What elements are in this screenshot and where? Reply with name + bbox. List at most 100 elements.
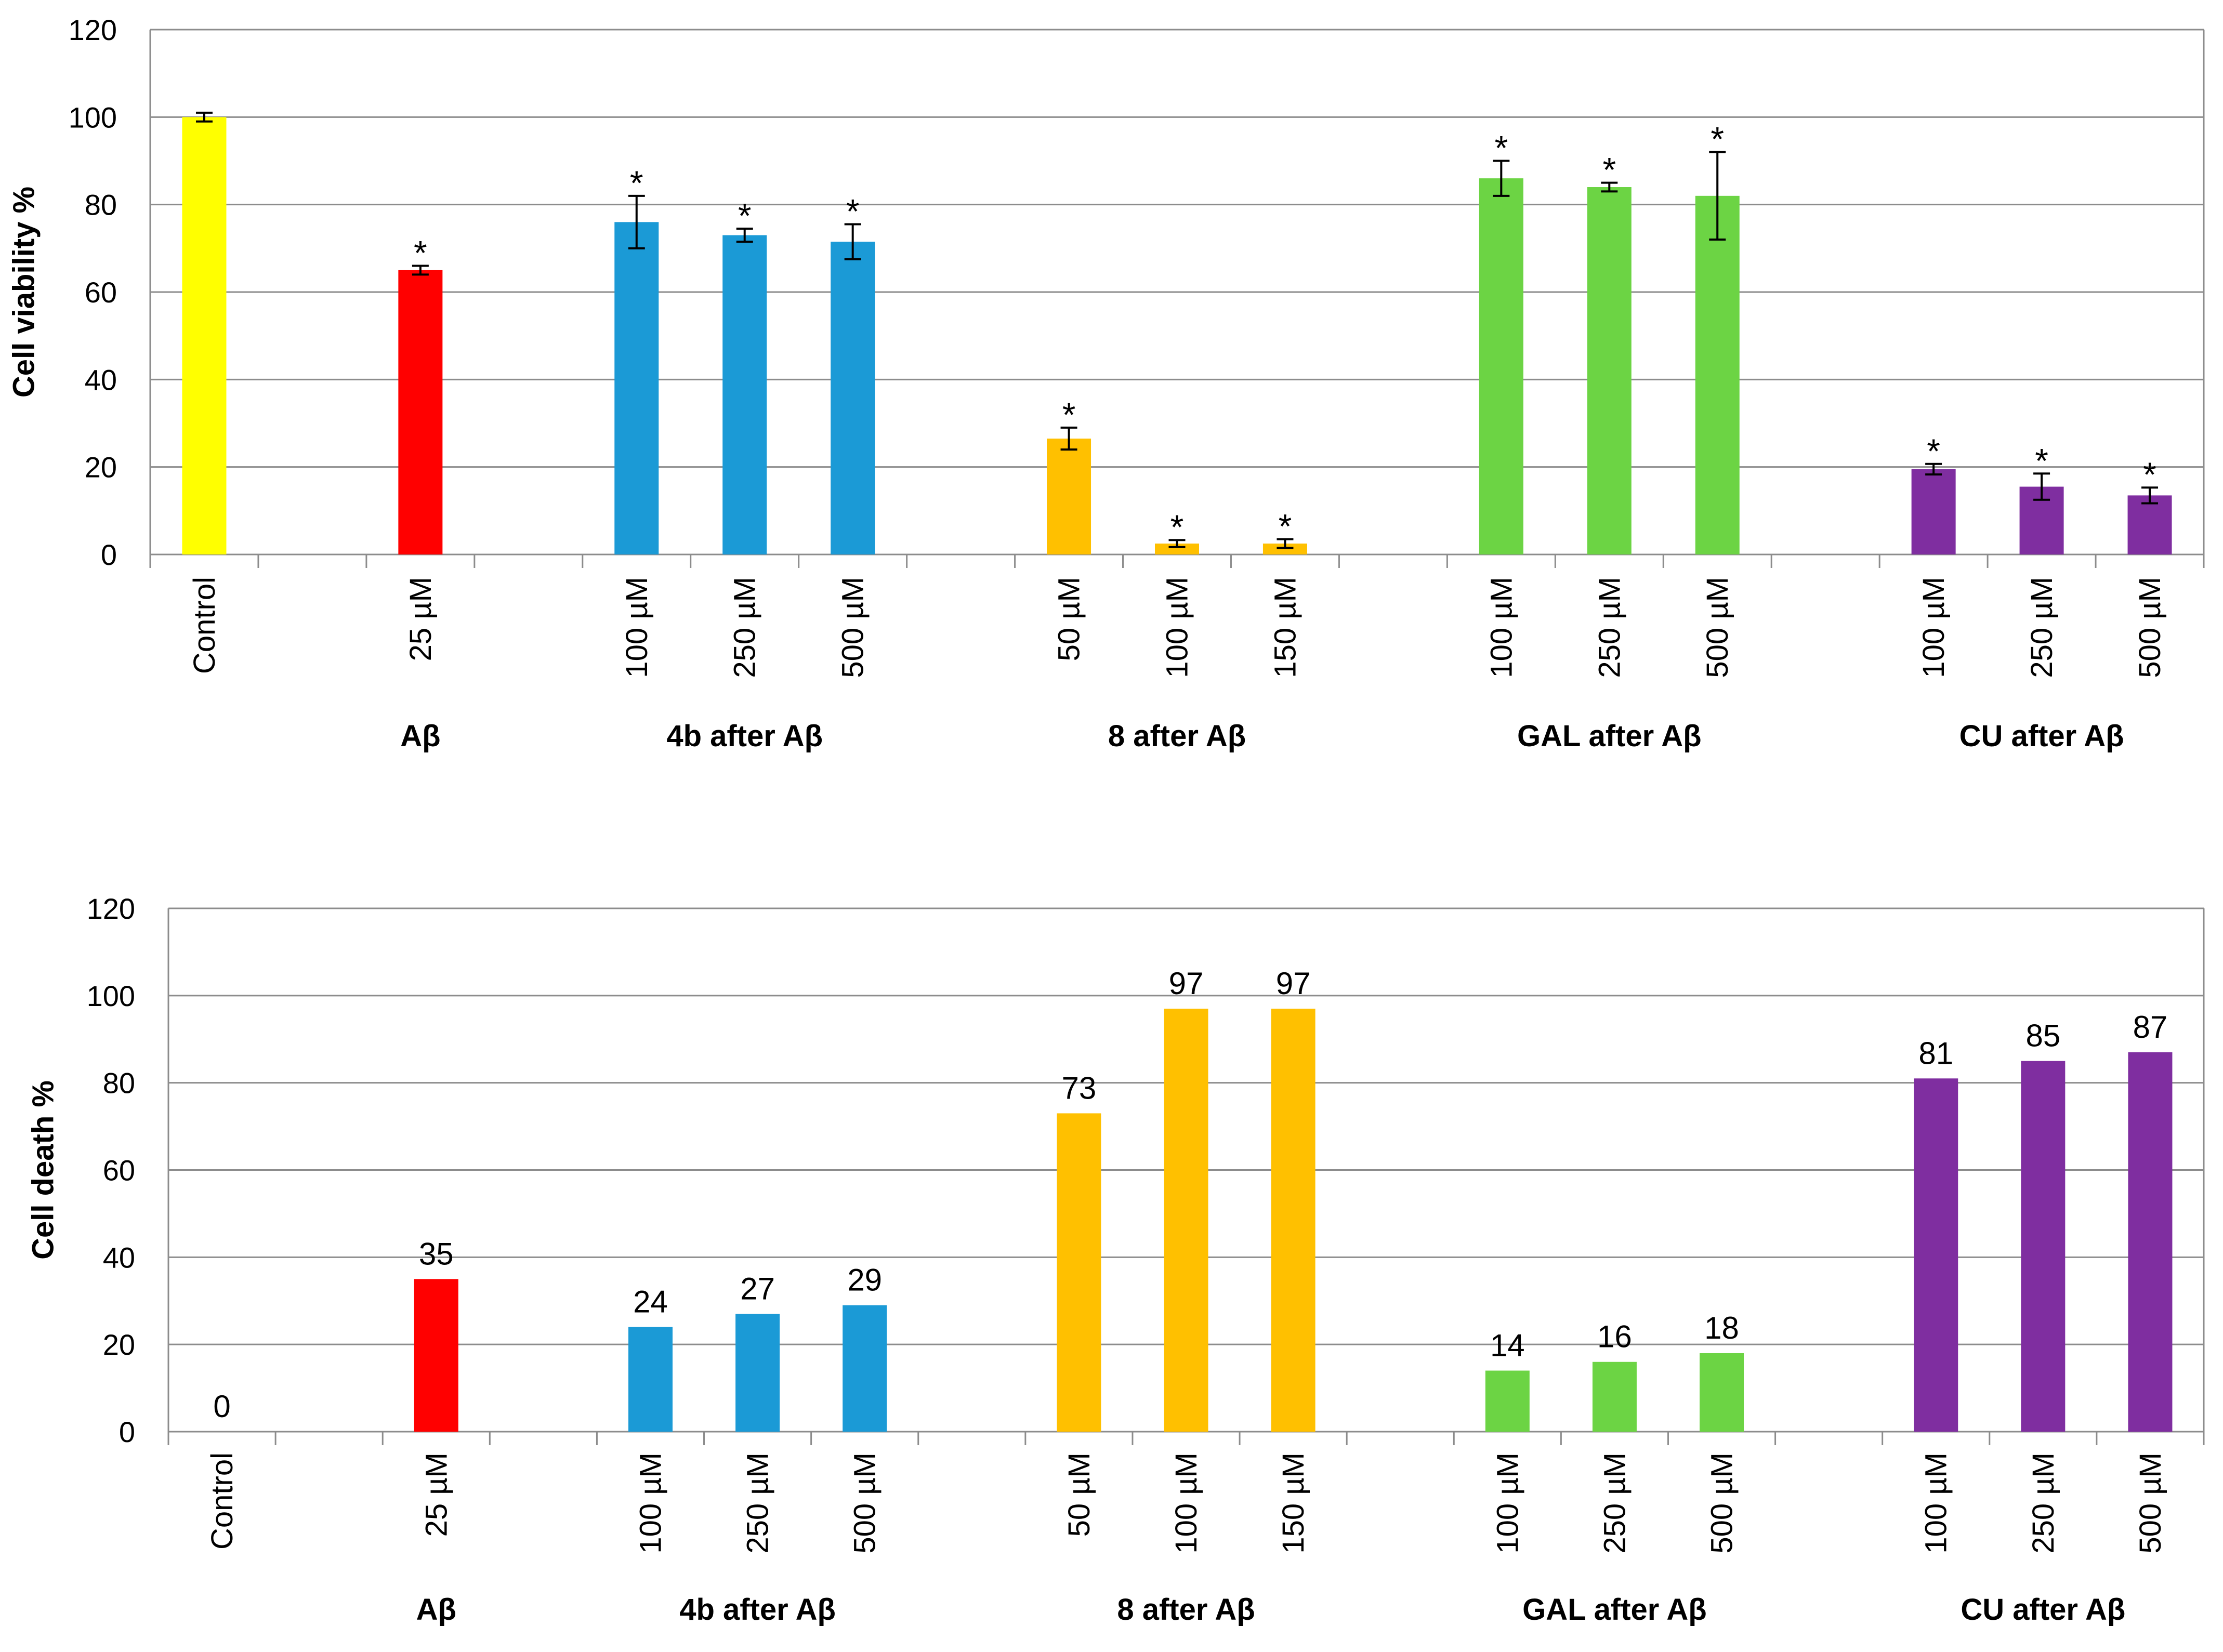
data-label: 97 xyxy=(1276,966,1311,1001)
group-label: Aβ xyxy=(400,719,440,753)
bar xyxy=(414,1279,458,1432)
x-tick-label: Control xyxy=(188,577,221,674)
significance-mark: * xyxy=(1170,508,1184,546)
bar xyxy=(2127,495,2172,554)
bar xyxy=(1155,543,1199,554)
x-tick-label: 250 µM xyxy=(1598,1452,1632,1554)
y-tick-label: 40 xyxy=(103,1241,135,1274)
bar xyxy=(628,1327,673,1432)
x-tick-label: 100 µM xyxy=(1161,577,1194,678)
x-tick-label: 150 µM xyxy=(1277,1452,1310,1554)
y-tick-label: 40 xyxy=(85,363,117,396)
bar xyxy=(1047,438,1091,554)
significance-mark: * xyxy=(2143,455,2156,494)
bar xyxy=(2021,1061,2066,1432)
data-label: 29 xyxy=(847,1263,882,1298)
bar xyxy=(2128,1052,2173,1432)
significance-mark: * xyxy=(630,164,643,202)
x-tick-label: 250 µM xyxy=(2025,577,2059,678)
bar xyxy=(722,235,767,554)
significance-mark: * xyxy=(2035,441,2048,480)
bar xyxy=(1592,1362,1637,1432)
x-tick-label: 100 µM xyxy=(1491,1452,1524,1554)
bar xyxy=(735,1314,780,1432)
bar xyxy=(1700,1353,1744,1432)
bar xyxy=(1695,195,1740,554)
y-tick-label: 0 xyxy=(119,1416,135,1448)
x-tick-label: 500 µM xyxy=(1701,577,1734,678)
x-tick-label: 100 µM xyxy=(1919,1452,1953,1554)
x-tick-label: 500 µM xyxy=(848,1452,882,1554)
significance-mark: * xyxy=(414,234,427,272)
bar xyxy=(1262,543,1307,554)
x-tick-label: 25 µM xyxy=(419,1452,453,1537)
bar xyxy=(614,222,659,554)
y-tick-label: 100 xyxy=(87,980,135,1012)
data-label: 24 xyxy=(633,1285,668,1319)
bar xyxy=(831,242,875,554)
x-tick-label: 100 µM xyxy=(1169,1452,1203,1554)
cell-viability-chart: 0 20 40 60 80 100 120 Cell viability % * * * * * * * * *… xyxy=(7,14,2205,753)
x-tick-label: 50 µM xyxy=(1053,577,1086,661)
x-tick-label: 250 µM xyxy=(2027,1452,2060,1554)
y-axis-title: Cell death % xyxy=(26,1080,60,1260)
bar xyxy=(1057,1113,1101,1432)
x-tick-label: 100 µM xyxy=(634,1452,667,1554)
bar xyxy=(1479,178,1523,555)
bar xyxy=(843,1305,887,1432)
data-label: 35 xyxy=(419,1236,454,1271)
group-label: GAL after Aβ xyxy=(1522,1593,1706,1627)
group-label: 8 after Aβ xyxy=(1108,719,1246,753)
bar xyxy=(1914,1078,1958,1432)
x-tick-label: 50 µM xyxy=(1062,1452,1096,1537)
y-tick-label: 80 xyxy=(103,1067,135,1100)
y-axis-title: Cell viability % xyxy=(7,187,41,398)
significance-mark: * xyxy=(846,192,860,231)
bar xyxy=(1271,1009,1316,1432)
data-label: 87 xyxy=(2133,1010,2168,1045)
x-tick-label: Control xyxy=(205,1452,239,1550)
group-label: 4b after Aβ xyxy=(666,719,823,753)
data-label: 85 xyxy=(2025,1019,2060,1053)
x-tick-label: 150 µM xyxy=(1268,577,1302,678)
y-tick-label: 60 xyxy=(103,1154,135,1187)
data-label: 97 xyxy=(1169,966,1204,1001)
bar xyxy=(1164,1009,1208,1432)
group-label: 8 after Aβ xyxy=(1117,1593,1255,1627)
data-label: 16 xyxy=(1597,1319,1632,1354)
bar xyxy=(1911,469,1956,554)
group-label: Aβ xyxy=(416,1593,456,1627)
significance-mark: * xyxy=(1927,432,1940,470)
significance-mark: * xyxy=(1602,151,1616,189)
x-tick-label: 100 µM xyxy=(1917,577,1951,678)
y-tick-label: 0 xyxy=(101,538,117,571)
significance-mark: * xyxy=(1279,507,1292,546)
y-tick-label: 120 xyxy=(69,14,117,46)
group-label: CU after Aβ xyxy=(1959,719,2124,753)
group-label: CU after Aβ xyxy=(1961,1593,2125,1627)
x-tick-label: 500 µM xyxy=(836,577,870,678)
data-label: 73 xyxy=(1062,1071,1097,1105)
group-label: GAL after Aβ xyxy=(1517,719,1701,753)
bar xyxy=(1485,1370,1530,1432)
data-label: 18 xyxy=(1704,1311,1739,1345)
y-tick-label: 100 xyxy=(69,101,117,134)
x-tick-label: 250 µM xyxy=(728,577,762,678)
x-tick-label: 250 µM xyxy=(1593,577,1626,678)
y-tick-label: 20 xyxy=(85,451,117,484)
significance-mark: * xyxy=(1062,395,1076,434)
data-label: 0 xyxy=(213,1389,230,1424)
data-label: 81 xyxy=(1918,1036,1953,1071)
bar xyxy=(1587,187,1632,554)
x-tick-label: 25 µM xyxy=(404,577,438,661)
x-tick-label: 100 µM xyxy=(1484,577,1518,678)
cell-death-chart: 0 20 40 60 80 100 120 Cell death % 0 35 24 27 29 73 97… xyxy=(26,892,2205,1627)
x-tick-label: 100 µM xyxy=(620,577,654,678)
bar xyxy=(182,117,227,555)
y-tick-label: 60 xyxy=(85,276,117,309)
x-tick-label: 500 µM xyxy=(2134,1452,2167,1554)
x-tick-label: 250 µM xyxy=(741,1452,775,1554)
y-tick-label: 80 xyxy=(85,189,117,221)
group-label: 4b after Aβ xyxy=(679,1593,836,1627)
x-tick-label: 500 µM xyxy=(1705,1452,1739,1554)
